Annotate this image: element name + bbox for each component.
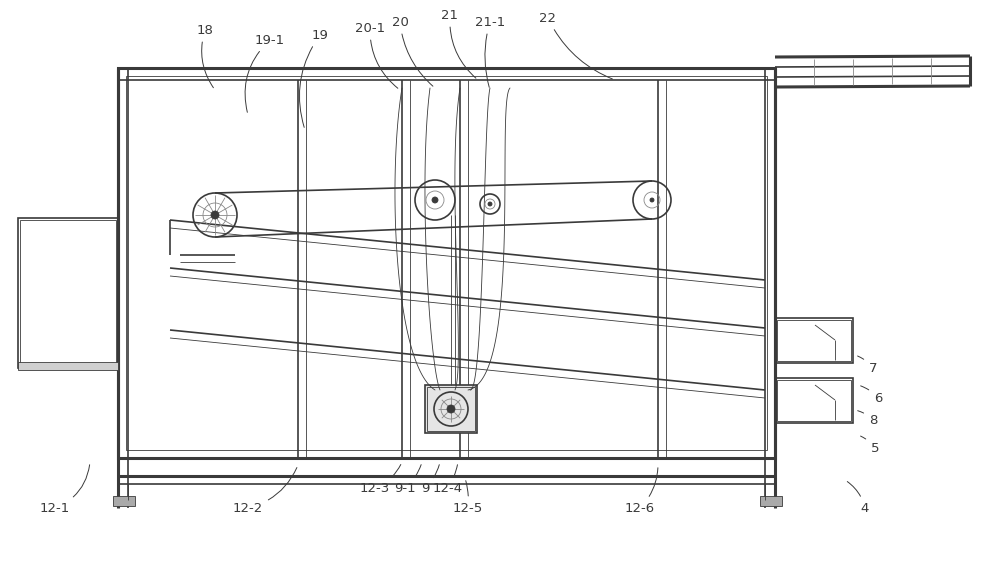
Text: 12-5: 12-5 xyxy=(453,481,483,514)
Bar xyxy=(427,387,475,431)
Text: 20: 20 xyxy=(392,16,433,86)
Text: 12-3: 12-3 xyxy=(360,465,401,494)
Text: 18: 18 xyxy=(197,24,213,88)
Bar xyxy=(20,220,116,366)
Bar xyxy=(18,218,118,368)
Text: 12-1: 12-1 xyxy=(40,465,90,514)
Text: 21-1: 21-1 xyxy=(475,16,505,88)
Bar xyxy=(760,496,782,506)
Text: 9-1: 9-1 xyxy=(394,465,421,494)
Text: 19-1: 19-1 xyxy=(245,34,285,112)
Bar xyxy=(777,320,851,361)
Bar xyxy=(775,318,853,363)
Circle shape xyxy=(650,198,654,202)
Bar xyxy=(425,385,477,433)
Circle shape xyxy=(447,405,455,413)
Text: 5: 5 xyxy=(861,436,879,454)
Bar xyxy=(18,362,118,370)
Text: 20-1: 20-1 xyxy=(355,21,398,88)
Text: 12-6: 12-6 xyxy=(625,468,658,514)
Text: 8: 8 xyxy=(858,411,877,426)
Bar xyxy=(118,68,775,458)
Bar xyxy=(775,378,853,423)
Text: 22: 22 xyxy=(540,11,612,79)
Text: 7: 7 xyxy=(858,356,877,375)
Text: 4: 4 xyxy=(847,481,869,514)
Text: 12-4: 12-4 xyxy=(433,465,463,494)
Circle shape xyxy=(211,211,219,219)
Bar xyxy=(113,496,135,506)
Text: 21: 21 xyxy=(442,8,476,78)
Circle shape xyxy=(488,202,492,206)
Bar xyxy=(777,380,851,421)
Bar xyxy=(126,76,767,450)
Circle shape xyxy=(432,197,438,203)
Text: 6: 6 xyxy=(861,386,882,404)
Text: 19: 19 xyxy=(299,29,328,127)
Text: 12-2: 12-2 xyxy=(233,467,297,514)
Text: 9: 9 xyxy=(421,465,439,494)
